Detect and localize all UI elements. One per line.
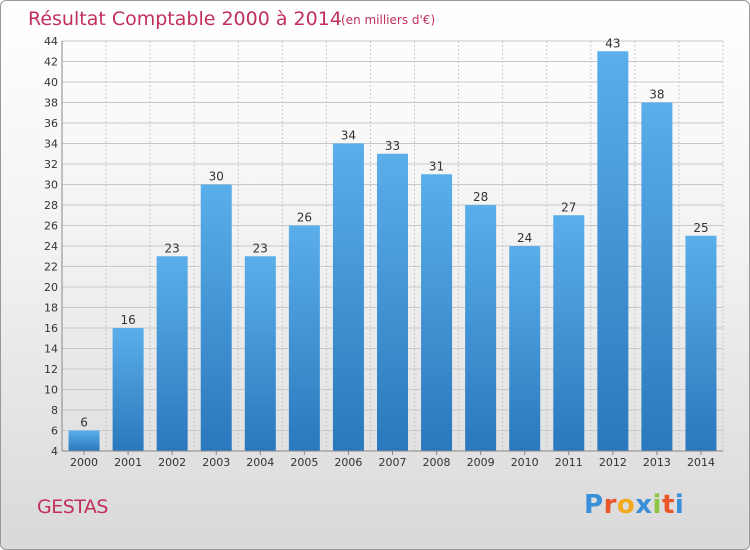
bar-value-label: 23: [165, 241, 180, 255]
y-tick-label: 30: [44, 179, 58, 192]
y-tick-label: 28: [44, 199, 58, 212]
bar-2013: [641, 102, 673, 451]
bar-value-label: 6: [80, 416, 88, 430]
logo-letter: x: [635, 490, 653, 520]
logo-letter: r: [603, 490, 617, 520]
x-tick-label: 2014: [687, 456, 715, 469]
bar-value-label: 24: [517, 231, 532, 245]
bar-value-label: 23: [253, 241, 268, 255]
bar-2006: [332, 143, 364, 451]
x-tick-label: 2009: [467, 456, 495, 469]
y-tick-label: 12: [44, 363, 58, 376]
bar-value-label: 34: [341, 129, 356, 143]
y-tick-label: 6: [51, 425, 58, 438]
x-tick-label: 2006: [334, 456, 362, 469]
y-tick-label: 10: [44, 384, 58, 397]
x-tick-label: 2000: [70, 456, 98, 469]
x-tick-label: 2005: [290, 456, 318, 469]
bar-value-label: 16: [120, 313, 135, 327]
bar-value-label: 30: [209, 170, 224, 184]
bar-2002: [156, 256, 188, 451]
bar-2003: [200, 184, 232, 451]
x-tick-label: 2013: [643, 456, 671, 469]
y-tick-label: 18: [44, 302, 58, 315]
location-name: GESTAS: [37, 496, 108, 518]
bar-value-label: 25: [693, 221, 708, 235]
bar-2008: [421, 174, 453, 451]
x-tick-label: 2012: [599, 456, 627, 469]
y-tick-label: 36: [44, 117, 58, 130]
y-tick-label: 22: [44, 261, 58, 274]
y-tick-label: 24: [44, 240, 58, 253]
x-tick-label: 2008: [423, 456, 451, 469]
x-tick-label: 2002: [158, 456, 186, 469]
y-tick-label: 44: [44, 35, 58, 48]
y-tick-label: 34: [44, 138, 58, 151]
logo-letter: i: [674, 490, 685, 520]
bar-value-label: 33: [385, 139, 400, 153]
logo-letter: t: [661, 490, 675, 520]
chart-title: Résultat Comptable 2000 à 2014: [28, 8, 342, 30]
x-tick-label: 2001: [114, 456, 142, 469]
bar-2014: [685, 235, 717, 451]
bar-value-label: 28: [473, 190, 488, 204]
y-tick-label: 4: [51, 445, 58, 458]
bar-2011: [553, 215, 585, 451]
bar-value-label: 31: [429, 159, 444, 173]
logo-letter: P: [584, 490, 604, 520]
y-tick-label: 38: [44, 97, 58, 110]
x-tick-label: 2007: [379, 456, 407, 469]
bar-2001: [112, 328, 144, 451]
x-tick-label: 2004: [246, 456, 274, 469]
y-tick-label: 32: [44, 158, 58, 171]
bar-2007: [377, 153, 408, 451]
bar-2000: [68, 430, 100, 451]
bar-2010: [509, 246, 541, 451]
logo-letter: o: [616, 490, 636, 520]
y-tick-label: 26: [44, 220, 58, 233]
y-tick-label: 14: [44, 343, 58, 356]
bar-value-label: 26: [297, 211, 312, 225]
y-tick-label: 20: [44, 281, 58, 294]
bar-2012: [597, 51, 629, 451]
x-tick-label: 2010: [511, 456, 539, 469]
x-tick-label: 2011: [555, 456, 583, 469]
chart-subtitle: (en milliers d'€): [341, 13, 436, 27]
x-tick-label: 2003: [202, 456, 230, 469]
bar-2004: [244, 256, 276, 451]
bar-value-label: 43: [605, 36, 620, 50]
bar-2005: [288, 225, 320, 451]
y-tick-label: 40: [44, 76, 58, 89]
bar-2009: [465, 205, 497, 451]
bar-value-label: 38: [649, 88, 664, 102]
proxiti-logo: Proxiti: [584, 490, 684, 520]
bar-value-label: 27: [561, 200, 576, 214]
y-tick-label: 16: [44, 322, 58, 335]
y-tick-label: 42: [44, 56, 58, 69]
y-tick-label: 8: [51, 404, 58, 417]
logo-letter: i: [652, 490, 662, 520]
